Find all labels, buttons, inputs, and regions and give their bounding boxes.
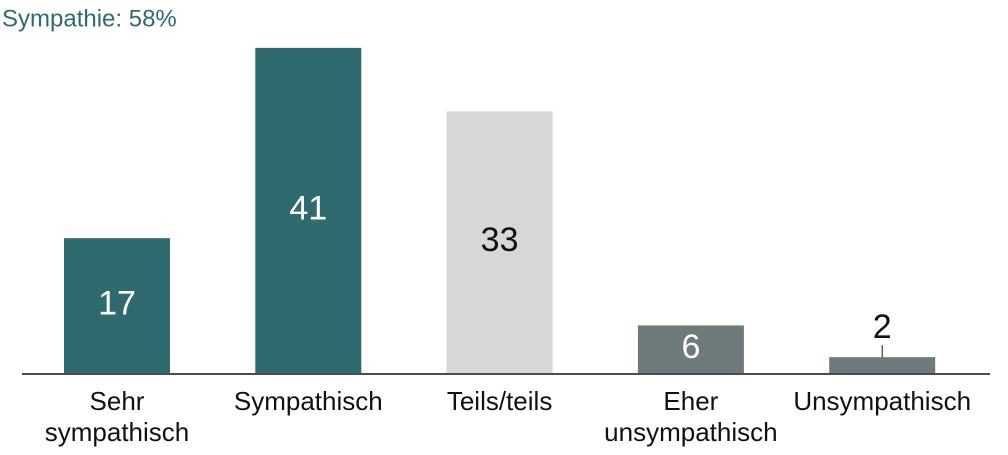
x-tick-label: Unsympathisch [793,386,972,416]
value-label: 41 [289,189,327,227]
value-label: 33 [481,221,519,259]
value-label: 2 [873,308,892,346]
x-tick-label: Sehr sympathisch [44,386,190,447]
x-tick-label: Sympathisch [233,386,383,416]
x-tick-label: Teils/teils [446,386,553,416]
bar [446,111,553,373]
bar [64,238,170,373]
bar [637,325,744,373]
x-tick-label: Eher unsympathisch [604,386,778,447]
bar [255,47,362,374]
value-label: 17 [98,285,136,323]
bar [829,357,936,373]
chart-title: Sympathie: 58% [2,5,177,32]
value-label: 6 [681,328,700,366]
